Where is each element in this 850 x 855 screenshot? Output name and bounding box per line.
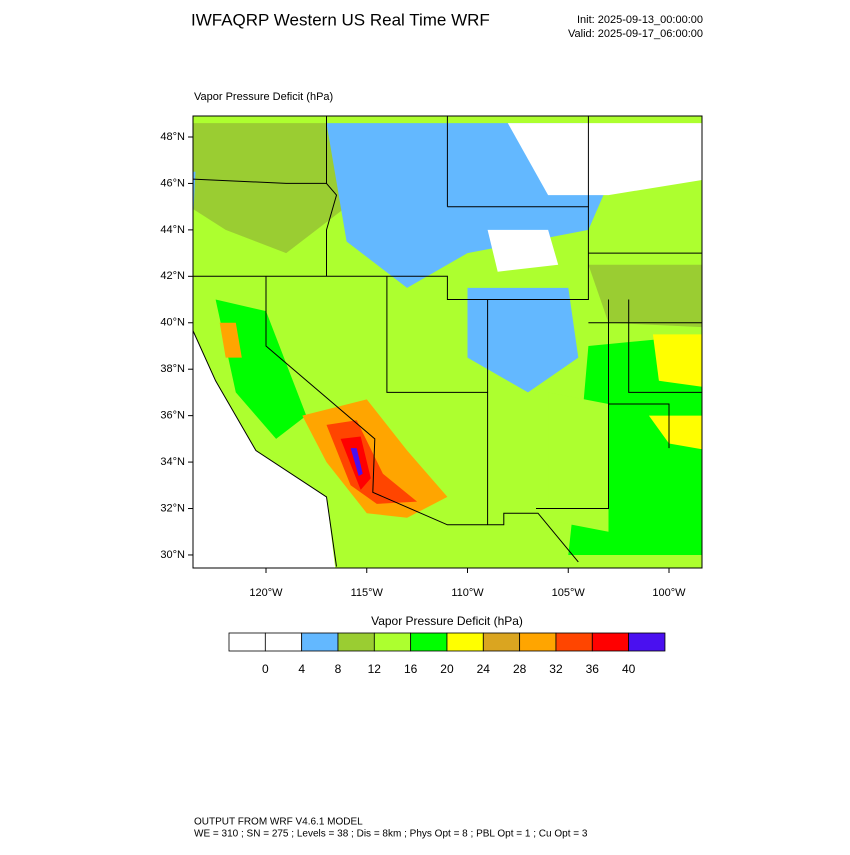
field-region (507, 123, 702, 196)
valid-time: Valid: 2025-09-17_06:00:00 (568, 28, 703, 40)
colorbar-label: 28 (513, 662, 527, 676)
boundary (193, 206, 589, 300)
colorbar-box (628, 632, 666, 652)
boundary (326, 116, 338, 277)
field-region (648, 415, 702, 450)
field-region (652, 334, 702, 387)
colorbar-box (446, 632, 484, 652)
lat-tick-label: 48°N (160, 131, 185, 143)
field-region (193, 123, 347, 254)
lon-tick-label: 110°W (451, 587, 484, 599)
colorbar-label: 4 (298, 662, 305, 676)
colorbar-label: 32 (549, 662, 563, 676)
colorbar-label: 20 (440, 662, 454, 676)
lon-tick-label: 105°W (552, 587, 586, 599)
colorbar-label: 16 (404, 662, 418, 676)
colorbar-box (264, 632, 303, 652)
lat-tick-label: 40°N (160, 317, 185, 329)
boundary (536, 299, 609, 509)
field-region (215, 299, 307, 439)
colorbar-box (228, 632, 266, 652)
field-region (588, 264, 702, 328)
colorbar-title: Vapor Pressure Deficit (hPa) (371, 614, 523, 628)
lat-tick-label: 30°N (160, 549, 185, 561)
field-region (193, 171, 196, 222)
colorbar-box (591, 632, 630, 652)
map-label: Vapor Pressure Deficit (hPa) (194, 91, 333, 103)
boundary (628, 299, 702, 393)
footer-line: WE = 310 ; SN = 275 ; Levels = 38 ; Dis … (194, 829, 588, 840)
field-region (350, 448, 363, 476)
boundary (193, 178, 327, 184)
field-region (219, 322, 242, 358)
lat-tick-label: 32°N (160, 502, 185, 514)
colorbar-box (519, 632, 557, 652)
field-region (487, 229, 559, 272)
field-region (193, 330, 336, 568)
field-region (467, 287, 579, 393)
lon-tick-label: 100°W (652, 587, 686, 599)
init-time: Init: 2025-09-13_00:00:00 (577, 14, 703, 26)
colorbar-box (482, 632, 521, 652)
colorbar-box (373, 632, 412, 652)
colorbar-box (301, 632, 339, 652)
lat-tick-label: 36°N (160, 410, 185, 422)
colorbar-box (410, 632, 448, 652)
lat-tick-label: 38°N (160, 363, 185, 375)
lon-tick-label: 120°W (249, 587, 283, 599)
colorbar-label: 40 (622, 662, 636, 676)
lat-tick-label: 46°N (160, 177, 185, 189)
footer-line: OUTPUT FROM WRF V4.6.1 MODEL (194, 817, 363, 828)
colorbar-box (337, 632, 375, 652)
colorbar-label: 8 (335, 662, 342, 676)
boundary (608, 403, 670, 449)
field-region (548, 392, 609, 532)
colorbar-label: 36 (586, 662, 600, 676)
colorbar-label: 12 (368, 662, 382, 676)
map-field (193, 116, 702, 568)
lat-tick-label: 34°N (160, 456, 185, 468)
title: IWFAQRP Western US Real Time WRF (191, 10, 490, 29)
boundary (193, 329, 337, 567)
boundary (386, 276, 489, 525)
colorbar-label: 0 (262, 662, 269, 676)
map-frame (192, 115, 703, 569)
boundary (265, 276, 579, 563)
colorbar-box (555, 632, 593, 652)
lat-tick-label: 44°N (160, 224, 185, 236)
lon-tick-label: 115°W (351, 587, 384, 599)
lat-tick-label: 42°N (160, 270, 185, 282)
colorbar-label: 24 (477, 662, 491, 676)
